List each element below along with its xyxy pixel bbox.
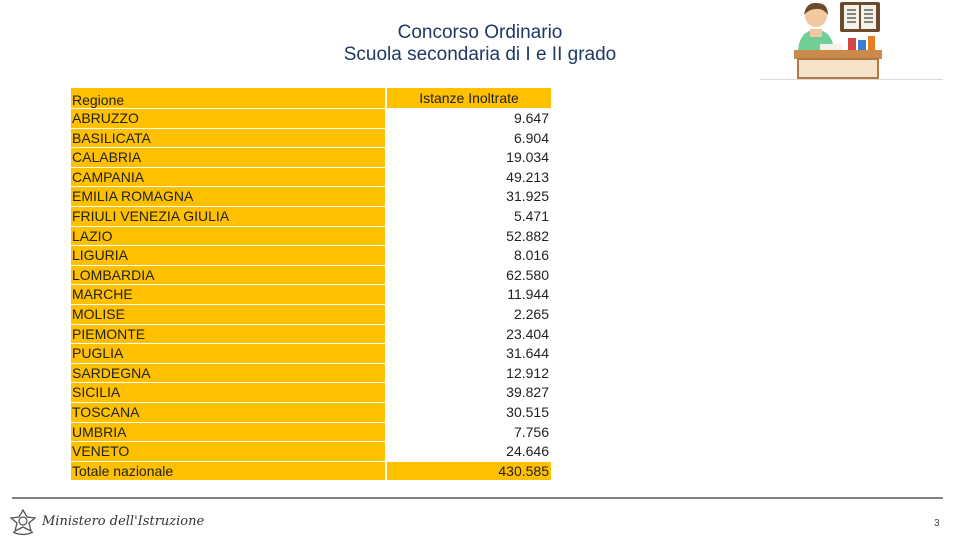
value-cell: 6.904 bbox=[387, 128, 551, 148]
value-cell: 2.265 bbox=[387, 304, 551, 324]
value-cell: 11.944 bbox=[387, 285, 551, 304]
italian-republic-emblem-icon bbox=[10, 508, 36, 536]
ministry-footer-text: Ministero dell'Istruzione bbox=[42, 514, 205, 529]
region-cell: PUGLIA bbox=[71, 344, 385, 363]
teacher-at-desk-icon bbox=[794, 2, 882, 79]
total-label: Totale nazionale bbox=[71, 461, 385, 481]
region-cell: FRIULI VENEZIA GIULIA bbox=[71, 206, 385, 226]
region-cell: MOLISE bbox=[71, 304, 385, 324]
value-cell: 8.016 bbox=[387, 246, 551, 265]
header-divider bbox=[760, 79, 943, 80]
value-cell: 12.912 bbox=[387, 363, 551, 383]
region-header: Regione bbox=[71, 88, 385, 108]
region-cell: LOMBARDIA bbox=[71, 265, 385, 285]
region-cell: BASILICATA bbox=[71, 128, 385, 148]
slide-title: Concorso Ordinario Scuola secondaria di … bbox=[200, 22, 760, 66]
region-cell: EMILIA ROMAGNA bbox=[71, 187, 385, 206]
value-cell: 52.882 bbox=[387, 226, 551, 246]
total-value: 430.585 bbox=[387, 461, 551, 481]
title-line-2: Scuola secondaria di I e II grado bbox=[343, 44, 617, 65]
title-line-1: Concorso Ordinario bbox=[397, 22, 563, 43]
footer-divider bbox=[12, 497, 943, 499]
value-header: Istanze Inoltrate bbox=[387, 88, 551, 108]
value-cell: 7.756 bbox=[387, 422, 551, 442]
value-cell: 5.471 bbox=[387, 206, 551, 226]
value-column: Istanze Inoltrate 9.647 6.904 19.034 49.… bbox=[387, 88, 551, 481]
region-cell: CALABRIA bbox=[71, 148, 385, 167]
value-cell: 24.646 bbox=[387, 442, 551, 461]
region-column: Regione ABRUZZO BASILICATA CALABRIA CAMP… bbox=[71, 88, 385, 481]
region-cell: TOSCANA bbox=[71, 402, 385, 422]
region-cell: SICILIA bbox=[71, 383, 385, 402]
value-cell: 19.034 bbox=[387, 148, 551, 167]
region-cell: MARCHE bbox=[71, 285, 385, 304]
region-cell: VENETO bbox=[71, 442, 385, 461]
value-cell: 62.580 bbox=[387, 265, 551, 285]
region-cell: CAMPANIA bbox=[71, 167, 385, 187]
value-cell: 39.827 bbox=[387, 383, 551, 402]
region-cell: UMBRIA bbox=[71, 422, 385, 442]
value-cell: 31.925 bbox=[387, 187, 551, 206]
region-cell: SARDEGNA bbox=[71, 363, 385, 383]
region-cell: PIEMONTE bbox=[71, 324, 385, 344]
region-cell: LIGURIA bbox=[71, 246, 385, 265]
value-cell: 49.213 bbox=[387, 167, 551, 187]
value-cell: 30.515 bbox=[387, 402, 551, 422]
value-cell: 23.404 bbox=[387, 324, 551, 344]
value-cell: 9.647 bbox=[387, 109, 551, 128]
region-cell: ABRUZZO bbox=[71, 109, 385, 128]
page-number: 3 bbox=[934, 518, 940, 529]
region-cell: LAZIO bbox=[71, 226, 385, 246]
value-cell: 31.644 bbox=[387, 344, 551, 363]
